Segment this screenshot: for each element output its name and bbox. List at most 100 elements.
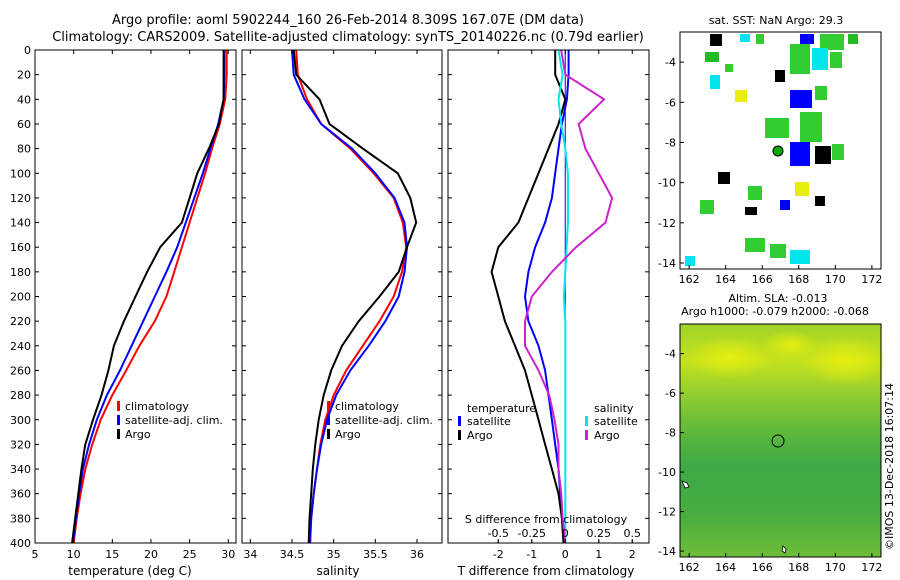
y-tick-label: 0 <box>24 44 31 57</box>
sst-cell <box>780 200 790 210</box>
y-tick-label: 80 <box>17 143 31 156</box>
difference-panel: -2 -1 0 1 2 T difference from climatology S … <box>447 49 650 578</box>
island-2 <box>781 545 787 554</box>
credit-text: ©IMOS 13-Dec-2018 16:07:14 <box>883 383 896 550</box>
x-tick-label: 30 <box>221 548 235 561</box>
sst-cell <box>756 34 764 44</box>
y-tick-label: 100 <box>10 167 31 180</box>
sst-cell <box>815 86 827 100</box>
series-line-argo <box>71 50 225 544</box>
legend-temperature-title: temperature <box>467 402 536 415</box>
map-x-tick-label: 172 <box>861 561 882 574</box>
y-tick-label: 240 <box>10 340 31 353</box>
map-x-tick-label: 168 <box>788 273 809 286</box>
sst-cell <box>748 186 762 200</box>
sla-high-patch-1 <box>685 335 775 379</box>
legend-label-s-satellite: satellite <box>594 415 638 428</box>
sla-map-frame <box>679 323 882 558</box>
series-line-satellite-adj-clim- <box>291 49 409 544</box>
sst-cell <box>775 70 785 82</box>
map-y-tick-label: -6 <box>665 96 676 109</box>
sst-cell <box>790 250 810 264</box>
x-tick-label: 1 <box>595 548 602 561</box>
sst-cell <box>735 90 747 102</box>
map-y-tick-label: -14 <box>658 257 676 270</box>
map-y-tick-label: -8 <box>665 427 676 440</box>
map-y-tick-label: -14 <box>658 545 676 558</box>
series-line-satellite-adj-clim- <box>71 50 226 544</box>
sst-cell <box>832 144 844 160</box>
temperature-xlabel: temperature (deg C) <box>68 564 191 578</box>
x-tick-label: 35.5 <box>363 548 388 561</box>
map-x-tick-label: 166 <box>752 561 773 574</box>
legend-swatch-argo-2 <box>327 429 330 439</box>
temperature-legend: climatology satellite-adj. clim. Argo <box>117 400 223 441</box>
x-tick-label: -2 <box>493 548 504 561</box>
series-line-climatology <box>72 50 228 544</box>
x-tick-label: 36 <box>410 548 424 561</box>
x-tick-label: -1 <box>526 548 537 561</box>
legend-swatch-s-satellite <box>585 416 588 426</box>
y-tick-label: 380 <box>10 512 31 525</box>
salinity-marks: 34 34.5 35 35.5 36 <box>242 49 442 561</box>
argo-location-marker <box>772 145 784 157</box>
legend-swatch-argo <box>117 429 120 439</box>
y-tick-label: 160 <box>10 241 31 254</box>
title-line1: Argo profile: aoml 5902244_160 26-Feb-20… <box>112 13 584 28</box>
sla-map-title1: Altim. SLA: -0.013 <box>728 292 827 305</box>
map-y-tick-label: -8 <box>665 136 676 149</box>
legend-label-argo-2: Argo <box>335 428 361 441</box>
x-tick-label: 25 <box>183 548 197 561</box>
map-x-tick-label: 166 <box>752 273 773 286</box>
difference-top-ticks: -0.5 -0.25 0 0.25 0.5 <box>488 527 641 543</box>
sla-high-patch-3 <box>760 330 820 360</box>
sst-map-title: sat. SST: NaN Argo: 29.3 <box>709 14 843 27</box>
salinity-panel: 34 34.5 35 35.5 36 salinity climatology sate… <box>241 49 443 578</box>
y-tick-label: 220 <box>10 315 31 328</box>
salinity-legend: climatology satellite-adj. clim. Argo <box>327 400 433 441</box>
sst-cell <box>812 48 828 70</box>
sst-cell <box>700 200 714 214</box>
legend-swatch-t-argo <box>458 430 461 440</box>
argo-location-marker-sla <box>771 434 785 448</box>
y-tick-label: 200 <box>10 291 31 304</box>
y-tick-label: 40 <box>17 93 31 106</box>
legend-swatch-satellite-2 <box>327 415 330 425</box>
map-y-tick-label: -10 <box>658 177 676 190</box>
map-y-tick-label: -12 <box>658 217 676 230</box>
y-tick-label: 180 <box>10 266 31 279</box>
legend-swatch-climatology <box>117 401 120 411</box>
sst-map-frame <box>679 31 882 270</box>
map-y-tick-label: -4 <box>665 348 676 361</box>
legend-swatch-climatology-2 <box>327 401 330 411</box>
sst-cell <box>815 146 831 164</box>
y-tick-label: 260 <box>10 364 31 377</box>
x-tick-label: 20 <box>144 548 158 561</box>
legend-swatch-s-argo <box>585 430 588 440</box>
series-line-t-argo <box>490 50 567 544</box>
sst-cell <box>710 75 720 89</box>
sst-cell <box>800 34 814 44</box>
map-x-tick-label: 162 <box>679 273 700 286</box>
x-tick-label: 0 <box>562 548 569 561</box>
temperature-marks: 5 10 15 20 25 3002040608010012014016018020022… <box>10 44 236 561</box>
sst-map: sat. SST: NaN Argo: 29.3 162 164 166 168 170… <box>658 14 882 286</box>
x-tick-label: 34 <box>243 548 257 561</box>
map-x-tick-label: 164 <box>715 273 736 286</box>
sst-cell <box>740 34 750 42</box>
sst-cell <box>705 52 719 62</box>
sst-cell <box>745 238 765 252</box>
sst-cell <box>685 256 695 266</box>
sst-cell <box>800 112 822 142</box>
y-tick-label: 20 <box>17 69 31 82</box>
map-x-tick-label: 168 <box>788 561 809 574</box>
difference-xlabel: T difference from climatology <box>457 564 635 578</box>
sla-high-patch-2 <box>800 334 890 386</box>
map-y-tick-label: -6 <box>665 387 676 400</box>
legend-label-argo: Argo <box>125 428 151 441</box>
y-tick-label: 400 <box>10 537 31 550</box>
sla-map: Altim. SLA: -0.013 Argo h1000: -0.079 h2… <box>658 292 890 574</box>
x-tick-label: 35 <box>327 548 341 561</box>
y-tick-label: 360 <box>10 488 31 501</box>
